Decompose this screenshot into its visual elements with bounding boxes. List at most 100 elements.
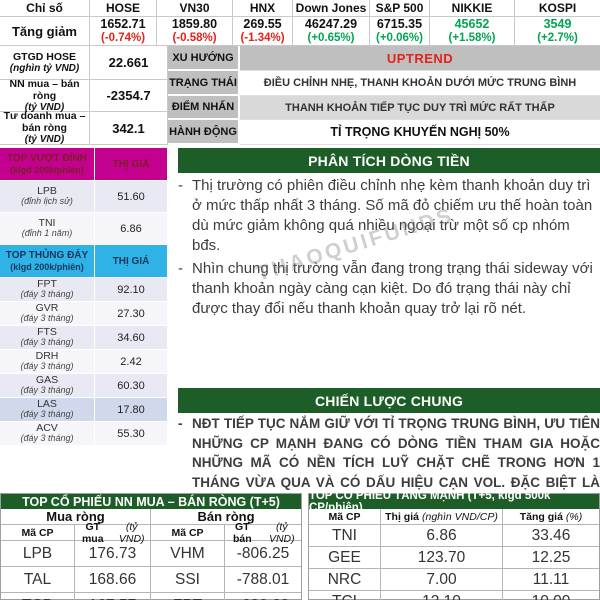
foreign-net-row: LPB 176.73 VHM -806.25 <box>1 541 301 567</box>
turnover-summary-table: GTGD HOSE (nghìn tỷ VND) 22.661 NN mua –… <box>0 46 168 145</box>
bullet-dash: - <box>178 177 183 194</box>
index-cell-nikkie: 45652 (+1.58%) <box>430 17 515 46</box>
breakdown-header: TOP THỦNG ĐÁY (klgd 200k/phiên) THỊ GIÁ <box>0 245 168 278</box>
foreign-net-row: TAL 168.66 SSI -788.01 <box>1 567 301 593</box>
index-table: Chỉ số HOSE VN30 HNX Down Jones S&P 500 … <box>0 0 600 46</box>
summary-value-prop-net: 342.1 <box>90 112 168 145</box>
flow-bullet: - Nhìn chung thị trường vẫn đang trong t… <box>178 259 593 317</box>
flow-analysis-text: - Thị trường có phiên điều chỉnh nhẹ kèm… <box>178 176 600 322</box>
index-value: 269.55 <box>243 17 282 32</box>
col-ticker: Mã CP <box>1 525 75 541</box>
col-gain: Tăng giá (%) <box>503 509 599 525</box>
breakdown-row: GAS (đáy 3 tháng) 60.30 <box>0 374 168 398</box>
breakdown-row: FPT (đáy 3 tháng) 92.10 <box>0 278 168 302</box>
trend-summary-table: XU HƯỚNG UPTREND TRẠNG THÁI ĐIỀU CHỈNH N… <box>168 46 600 145</box>
flow-analysis-section-header: PHÂN TÍCH DÒNG TIỀN <box>178 148 600 173</box>
index-change: (-1.34%) <box>240 31 285 44</box>
foreign-net-groups: Mua ròng Bán ròng <box>1 509 301 525</box>
index-change: (+0.65%) <box>307 31 355 44</box>
action-label: HÀNH ĐỘNG <box>168 120 240 145</box>
strategy-section-header: CHIẾN LƯỢC CHUNG <box>178 388 600 413</box>
strategy-text: - NĐT TIẾP TỤC NẮM GIỮ VỚI TỈ TRỌNG TRUN… <box>178 414 600 515</box>
index-table-header: KOSPI <box>515 0 600 17</box>
foreign-net-row: TCB 167.57 FPT -632.63 <box>1 593 301 600</box>
index-row-label: Tăng giảm <box>0 17 90 46</box>
index-table-header: S&P 500 <box>370 0 430 17</box>
foreign-net-columns: Mã CP GT mua (tỷ VND) Mã CP GT bán (tỷ VND… <box>1 521 301 545</box>
breakdown-row: LAS (đáy 3 tháng) 17.80 <box>0 398 168 422</box>
index-change: (+1.58%) <box>448 31 496 44</box>
index-table-header: HOSE <box>90 0 157 17</box>
breakout-price-header: THỊ GIÁ <box>95 148 168 181</box>
top-gainers-row: GEE 123.70 12.25 <box>309 547 599 569</box>
breakout-header: TOP VƯỢT ĐỈNH (klgd 200k/phiên) THỊ GIÁ <box>0 148 168 181</box>
top-gainers-row: TNI 6.86 33.46 <box>309 525 599 547</box>
bullet-dash: - <box>178 259 183 277</box>
highlight-label: ĐIỂM NHẤN <box>168 96 240 120</box>
breakdown-row: DRH (đáy 3 tháng) 2.42 <box>0 350 168 374</box>
breakdown-row: FTS (đáy 3 tháng) 34.60 <box>0 326 168 350</box>
breakdown-price-header: THỊ GIÁ <box>95 245 168 278</box>
flow-bullet: - Thị trường có phiên điều chỉnh nhẹ kèm… <box>178 177 593 254</box>
index-cell-hnx: 269.55 (-1.34%) <box>233 17 293 46</box>
index-cell-sp500: 6715.35 (+0.06%) <box>370 17 430 46</box>
col-ticker: Mã CP <box>151 525 225 541</box>
index-value: 1859.80 <box>171 17 218 32</box>
index-table-header: Chỉ số <box>0 0 90 17</box>
breakout-row: TNI (đỉnh 1 năm) 6.86 <box>0 213 168 245</box>
index-table-header: Down Jones <box>293 0 370 17</box>
index-cell-vn30: 1859.80 (-0.58%) <box>157 17 233 46</box>
foreign-net-table: TOP CỔ PHIẾU NN MUA – BÁN RÒNG (T+5) Mua… <box>0 493 302 600</box>
trend-value-uptrend: UPTREND <box>240 46 600 71</box>
breakdown-row: GVR (đáy 3 tháng) 27.30 <box>0 302 168 326</box>
summary-unit: (tỷ VND) <box>24 101 65 113</box>
index-value: 1652.71 <box>100 17 146 32</box>
index-cell-hose: 1652.71 (-0.74%) <box>90 17 157 46</box>
action-value: TỈ TRỌNG KHUYẾN NGHỊ 50% <box>240 120 600 145</box>
breakdown-title-cell: TOP THỦNG ĐÁY (klgd 200k/phiên) <box>0 245 95 278</box>
bullet-dash: - <box>178 416 183 431</box>
state-value: ĐIỀU CHỈNH NHẸ, THANH KHOẢN DƯỚI MỨC TRU… <box>240 71 600 96</box>
index-value: 6715.35 <box>376 17 423 32</box>
summary-unit: (nghìn tỷ VND) <box>9 62 80 74</box>
sell-group-header: Bán ròng <box>151 509 301 525</box>
breakout-row: LPB (đỉnh lịch sử) 51.60 <box>0 181 168 213</box>
trend-label: XU HƯỚNG <box>168 46 240 71</box>
breakout-title-cell: TOP VƯỢT ĐỈNH (klgd 200k/phiên) <box>0 148 95 181</box>
index-table-header: HNX <box>233 0 293 17</box>
index-table-header: NIKKIE <box>430 0 515 17</box>
top-gainers-table: TOP CỔ PHIẾU TĂNG MẠNH (T+5, klgd 500k C… <box>308 490 600 600</box>
top-gainers-table-title: TOP CỔ PHIẾU TĂNG MẠNH (T+5, klgd 500k C… <box>309 490 599 514</box>
sidebar-top-stocks: TOP VƯỢT ĐỈNH (klgd 200k/phiên) THỊ GIÁ … <box>0 148 168 446</box>
summary-value-foreign-net: -2354.7 <box>90 80 168 112</box>
summary-label-prop-net: Tư doanh mua – bán ròng (tỷ VND) <box>0 110 90 146</box>
index-change: (-0.58%) <box>172 31 217 44</box>
summary-label-foreign-net: NN mua – bán ròng (tỷ VND) <box>0 78 90 113</box>
breakdown-row: ACV (đáy 3 tháng) 55.30 <box>0 422 168 446</box>
index-cell-dowjones: 46247.29 (+0.65%) <box>293 17 370 46</box>
top-gainers-row: NRC 7.00 11.11 <box>309 569 599 591</box>
summary-label-gtgd: GTGD HOSE (nghìn tỷ VND) <box>0 46 90 80</box>
foreign-net-table-title: TOP CỔ PHIẾU NN MUA – BÁN RÒNG (T+5) <box>1 494 301 509</box>
index-table-header: VN30 <box>157 0 233 17</box>
col-ticker: Mã CP <box>309 509 381 525</box>
state-label: TRẠNG THÁI <box>168 71 240 96</box>
index-value: 45652 <box>454 17 490 32</box>
top-gainers-columns: Mã CP Thị giá (nghìn VND/CP) Tăng giá (%) <box>309 509 599 525</box>
highlight-value: THANH KHOẢN TIẾP TỤC DUY TRÌ MỨC RẤT THẤ… <box>240 96 600 120</box>
summary-unit: (tỷ VND) <box>24 134 65 146</box>
col-sell-value: GT bán (tỷ VND) <box>225 521 301 545</box>
strategy-bullet: - NĐT TIẾP TỤC NẮM GIỮ VỚI TỈ TRỌNG TRUN… <box>178 414 600 512</box>
col-buy-value: GT mua (tỷ VND) <box>75 521 151 545</box>
index-cell-kospi: 3549 (+2.7%) <box>515 17 600 46</box>
index-value: 3549 <box>543 17 572 32</box>
top-gainers-row: TCI 12.10 10.00 <box>309 591 599 600</box>
index-change: (-0.74%) <box>100 31 146 44</box>
buy-group-header: Mua ròng <box>1 509 151 525</box>
index-change: (+0.06%) <box>376 31 423 44</box>
index-change: (+2.7%) <box>537 31 578 44</box>
summary-value-gtgd: 22.661 <box>90 46 168 80</box>
index-value: 46247.29 <box>304 17 358 32</box>
col-price: Thị giá (nghìn VND/CP) <box>381 509 503 525</box>
